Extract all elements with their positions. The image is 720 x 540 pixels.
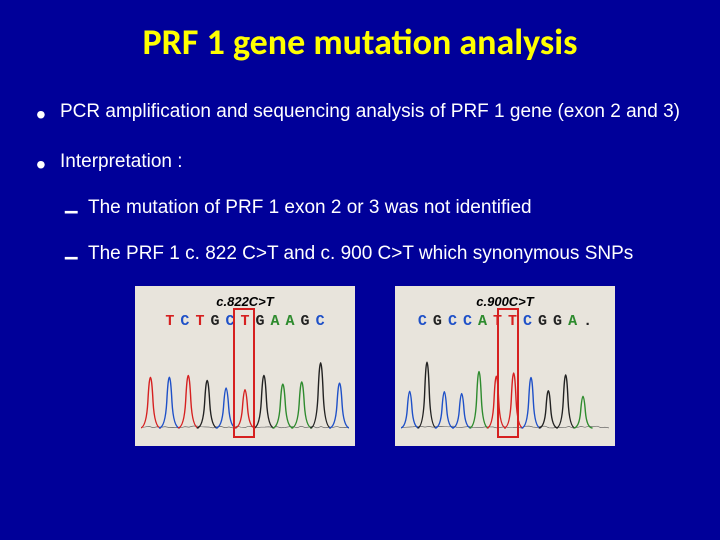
base-letter: C xyxy=(523,313,532,330)
base-letter: T xyxy=(165,313,174,330)
base-letter: A xyxy=(271,313,280,330)
sub-1-text: The mutation of PRF 1 exon 2 or 3 was no… xyxy=(88,197,532,218)
bullet-2: Interpretation : The mutation of PRF 1 e… xyxy=(30,144,690,272)
bullet-1-text: PCR amplification and sequencing analysi… xyxy=(60,101,680,122)
slide-title: PRF 1 gene mutation analysis xyxy=(30,20,690,64)
base-letter: C xyxy=(316,313,325,330)
base-letter: G xyxy=(433,313,442,330)
sub-2: The PRF 1 c. 822 C>T and c. 900 C>T whic… xyxy=(60,236,690,272)
base-letter: G xyxy=(553,313,562,330)
bullet-list: PCR amplification and sequencing analysi… xyxy=(30,94,690,272)
chrom-1-highlight xyxy=(233,308,255,438)
base-letter: C xyxy=(448,313,457,330)
sub-list: The mutation of PRF 1 exon 2 or 3 was no… xyxy=(60,190,690,272)
chrom-2-label: c.900C>T xyxy=(401,294,609,309)
chrom-1-label: c.822C>T xyxy=(141,294,349,309)
sub-1: The mutation of PRF 1 exon 2 or 3 was no… xyxy=(60,190,690,226)
base-letter: A xyxy=(286,313,295,330)
chromatogram-row: c.822C>T TCTGCTGAAGC c.900C>T CGCCATTCGG… xyxy=(30,286,690,446)
base-letter: A xyxy=(568,313,577,330)
chromatogram-1: c.822C>T TCTGCTGAAGC xyxy=(135,286,355,446)
base-letter: . xyxy=(583,313,592,330)
base-letter: A xyxy=(478,313,487,330)
sub-2-text: The PRF 1 c. 822 C>T and c. 900 C>T whic… xyxy=(88,243,633,264)
bullet-1: PCR amplification and sequencing analysi… xyxy=(30,94,690,130)
base-letter: G xyxy=(301,313,310,330)
base-letter: C xyxy=(180,313,189,330)
base-letter: C xyxy=(463,313,472,330)
chromatogram-2: c.900C>T CGCCATTCGGA. xyxy=(395,286,615,446)
base-letter: C xyxy=(418,313,427,330)
bullet-2-text: Interpretation : xyxy=(60,151,183,172)
base-letter: G xyxy=(256,313,265,330)
base-letter: G xyxy=(538,313,547,330)
slide: PRF 1 gene mutation analysis PCR amplifi… xyxy=(0,0,720,540)
base-letter: T xyxy=(195,313,204,330)
base-letter: G xyxy=(210,313,219,330)
chrom-2-highlight xyxy=(497,308,519,438)
